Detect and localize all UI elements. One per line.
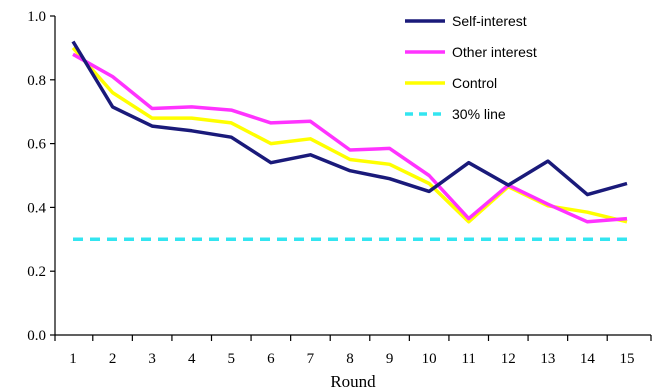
legend-label-other-interest: Other interest	[452, 44, 537, 60]
y-tick-label: 1.0	[27, 9, 46, 25]
y-tick-label: 0.8	[27, 73, 46, 89]
series-line-control	[71, 46, 628, 224]
y-tick-label: 0.6	[27, 137, 46, 153]
x-tick-label: 8	[346, 351, 354, 367]
y-tick-label: 0.4	[27, 200, 46, 216]
x-tick-label: 7	[307, 351, 315, 367]
x-tick-label: 6	[267, 351, 275, 367]
y-tick-label: 0.2	[27, 264, 46, 280]
x-axis-title: Round	[330, 372, 376, 391]
legend: Self-interest Other interest Control 30% li…	[405, 13, 537, 122]
x-tick-label: 10	[422, 351, 437, 367]
y-tick-label: 0.0	[27, 328, 46, 344]
x-tick-label: 15	[620, 351, 635, 367]
y-ticks: 0.0 0.2 0.4 0.6 0.8 1.0	[27, 9, 55, 344]
x-tick-label: 12	[501, 351, 516, 367]
x-tick-label: 3	[148, 351, 156, 367]
x-tick-label: 9	[386, 351, 394, 367]
legend-label-30-line: 30% line	[452, 106, 506, 122]
x-tick-label: 5	[228, 351, 236, 367]
x-tick-label: 1	[69, 351, 77, 367]
legend-label-control: Control	[452, 75, 497, 91]
x-tick-label: 2	[109, 351, 117, 367]
x-tick-label: 11	[461, 351, 475, 367]
x-ticks: 1 2 3 4 5 6 7 8 9 10 11 12 13 14 15	[54, 335, 652, 367]
legend-label-self-interest: Self-interest	[452, 13, 527, 29]
x-tick-label: 14	[580, 351, 596, 367]
x-tick-label: 13	[540, 351, 555, 367]
axes	[54, 16, 651, 336]
series-line-self-interest	[71, 40, 628, 197]
x-tick-label: 4	[188, 351, 196, 367]
series-line-other-interest	[72, 52, 628, 224]
series-lines	[71, 40, 628, 242]
